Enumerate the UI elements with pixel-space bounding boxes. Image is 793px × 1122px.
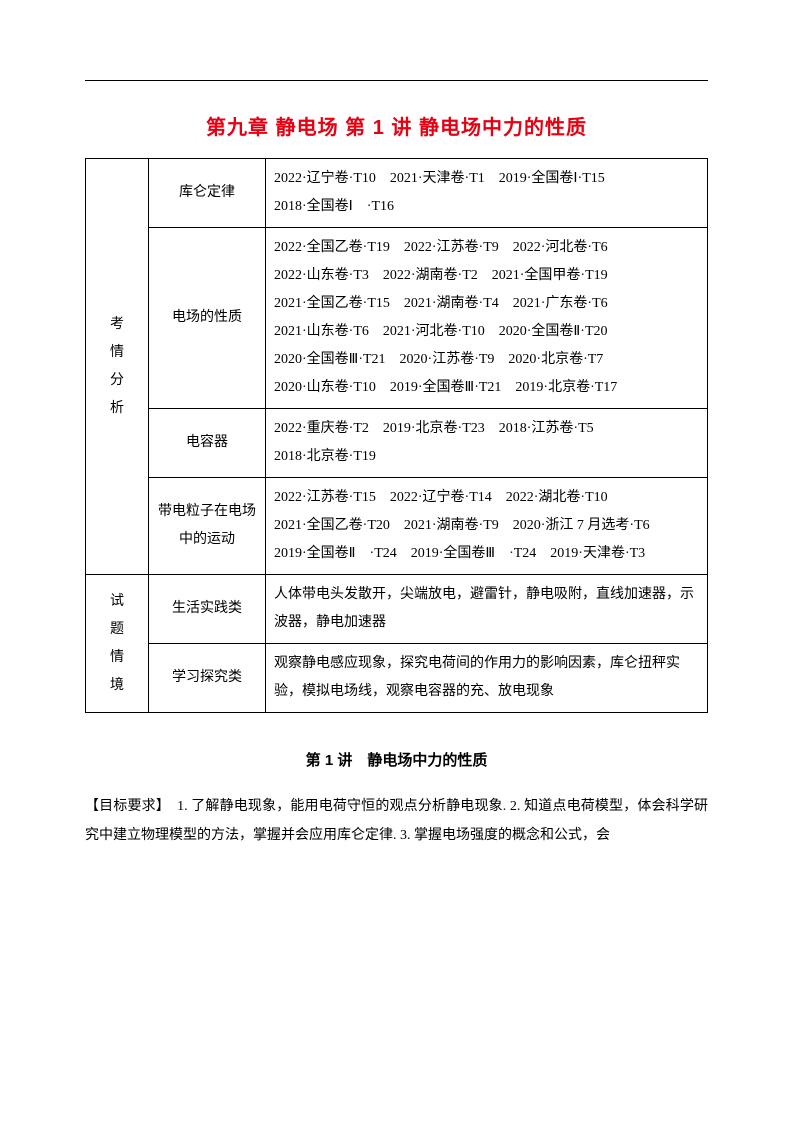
lecture-subtitle: 第 1 讲 静电场中力的性质 — [85, 749, 708, 770]
topic-cell: 带电粒子在电场中的运动 — [149, 478, 266, 575]
topic-cell: 电容器 — [149, 409, 266, 478]
content-cell: 2022·辽宁卷·T10 2021·天津卷·T1 2019·全国卷Ⅰ·T1520… — [266, 159, 708, 228]
topic-cell: 学习探究类 — [149, 644, 266, 713]
content-line: 观察静电感应现象，探究电荷间的作用力的影响因素，库仑扭秤实验，模拟电场线，观察电… — [274, 650, 699, 706]
content-cell: 人体带电头发散开，尖端放电，避雷针，静电吸附，直线加速器，示波器，静电加速器 — [266, 575, 708, 644]
content-cell: 观察静电感应现象，探究电荷间的作用力的影响因素，库仑扭秤实验，模拟电场线，观察电… — [266, 644, 708, 713]
table-row: 试题情境生活实践类人体带电头发散开，尖端放电，避雷针，静电吸附，直线加速器，示波… — [86, 575, 708, 644]
objective-text: 【目标要求】 1. 了解静电现象，能用电荷守恒的观点分析静电现象. 2. 知道点… — [85, 792, 708, 851]
table-row: 考情分析库仑定律2022·辽宁卷·T10 2021·天津卷·T1 2019·全国… — [86, 159, 708, 228]
content-cell: 2022·重庆卷·T2 2019·北京卷·T23 2018·江苏卷·T52018… — [266, 409, 708, 478]
content-line: 2020·山东卷·T10 2019·全国卷Ⅲ·T21 2019·北京卷·T17 — [274, 374, 699, 402]
table-row: 带电粒子在电场中的运动2022·江苏卷·T15 2022·辽宁卷·T14 202… — [86, 478, 708, 575]
topic-cell: 库仑定律 — [149, 159, 266, 228]
table-row: 学习探究类观察静电感应现象，探究电荷间的作用力的影响因素，库仑扭秤实验，模拟电场… — [86, 644, 708, 713]
content-cell: 2022·江苏卷·T15 2022·辽宁卷·T14 2022·湖北卷·T1020… — [266, 478, 708, 575]
chapter-title: 第九章 静电场 第 1 讲 静电场中力的性质 — [85, 111, 708, 140]
top-divider — [85, 80, 708, 81]
group-label-cell: 考情分析 — [86, 159, 149, 575]
content-line: 2022·全国乙卷·T19 2022·江苏卷·T9 2022·河北卷·T6 — [274, 234, 699, 262]
group-label-cell: 试题情境 — [86, 575, 149, 713]
content-line: 2021·全国乙卷·T20 2021·湖南卷·T9 2020·浙江 7 月选考·… — [274, 512, 699, 540]
content-line: 2018·全国卷Ⅰ ·T16 — [274, 193, 699, 221]
content-line: 2019·全国卷Ⅱ ·T24 2019·全国卷Ⅲ ·T24 2019·天津卷·T… — [274, 540, 699, 568]
content-cell: 2022·全国乙卷·T19 2022·江苏卷·T9 2022·河北卷·T6202… — [266, 228, 708, 409]
content-line: 2021·山东卷·T6 2021·河北卷·T10 2020·全国卷Ⅱ·T20 — [274, 318, 699, 346]
analysis-table: 考情分析库仑定律2022·辽宁卷·T10 2021·天津卷·T1 2019·全国… — [85, 158, 708, 713]
table-row: 电场的性质2022·全国乙卷·T19 2022·江苏卷·T9 2022·河北卷·… — [86, 228, 708, 409]
content-line: 人体带电头发散开，尖端放电，避雷针，静电吸附，直线加速器，示波器，静电加速器 — [274, 581, 699, 637]
table-row: 电容器2022·重庆卷·T2 2019·北京卷·T23 2018·江苏卷·T52… — [86, 409, 708, 478]
content-line: 2022·辽宁卷·T10 2021·天津卷·T1 2019·全国卷Ⅰ·T15 — [274, 165, 699, 193]
content-line: 2020·全国卷Ⅲ·T21 2020·江苏卷·T9 2020·北京卷·T7 — [274, 346, 699, 374]
content-line: 2021·全国乙卷·T15 2021·湖南卷·T4 2021·广东卷·T6 — [274, 290, 699, 318]
topic-cell: 电场的性质 — [149, 228, 266, 409]
content-line: 2018·北京卷·T19 — [274, 443, 699, 471]
topic-cell: 生活实践类 — [149, 575, 266, 644]
content-line: 2022·山东卷·T3 2022·湖南卷·T2 2021·全国甲卷·T19 — [274, 262, 699, 290]
page-container: 第九章 静电场 第 1 讲 静电场中力的性质 考情分析库仑定律2022·辽宁卷·… — [0, 0, 793, 911]
content-line: 2022·重庆卷·T2 2019·北京卷·T23 2018·江苏卷·T5 — [274, 415, 699, 443]
content-line: 2022·江苏卷·T15 2022·辽宁卷·T14 2022·湖北卷·T10 — [274, 484, 699, 512]
